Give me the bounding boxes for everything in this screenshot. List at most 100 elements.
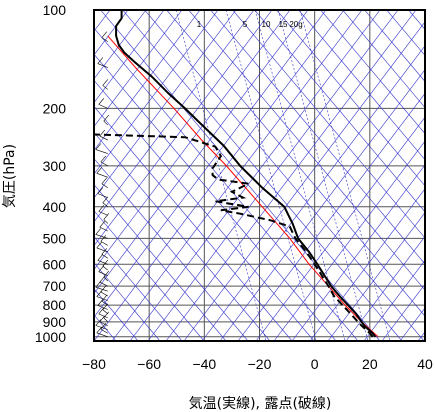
y-tick-label: 100 [43, 2, 67, 18]
mixing-ratio-line [299, 10, 391, 341]
wind-barb [98, 98, 108, 109]
wind-barb [99, 129, 108, 141]
y-tick-label: 400 [43, 199, 67, 215]
wind-barb-staff [99, 135, 108, 141]
wind-barb-flag [101, 177, 108, 184]
wind-barb-staff [99, 321, 108, 327]
isotherm-line [111, 10, 363, 341]
wind-barb-flag [101, 248, 108, 255]
wind-barb-staff [103, 219, 109, 224]
isotherm-line [94, 10, 237, 199]
wind-barb-staff [97, 63, 108, 68]
wind-barb-staff [97, 193, 108, 198]
isotherm-line [291, 164, 425, 341]
wind-barb-staff [102, 265, 108, 271]
mixing-ratio-line [175, 10, 267, 341]
dry-adiabat-line [320, 10, 425, 135]
wind-barb-flag [103, 270, 110, 278]
isotherm-line [94, 10, 327, 318]
wind-barb [100, 235, 108, 246]
isotherm-line [345, 235, 425, 341]
dry-adiabat-line [364, 10, 425, 82]
grid-lines [93, 9, 426, 341]
wind-barb-staff [102, 309, 108, 314]
dry-adiabat-line [144, 10, 425, 341]
isotherm-line [273, 140, 425, 341]
isotherm-line [94, 10, 255, 223]
dry-adiabat-line [254, 10, 425, 213]
wind-barb-flag [99, 315, 106, 322]
isotherm-line [94, 10, 183, 128]
wind-barb [101, 248, 108, 259]
dry-adiabat-line [94, 262, 161, 341]
mixing-ratio-line [225, 10, 317, 341]
dry-adiabat-line [94, 184, 227, 341]
dry-adiabat-line [94, 210, 205, 341]
wind-barb-staff [98, 313, 108, 319]
isotherm-line [94, 10, 309, 294]
wind-barb [103, 213, 110, 224]
wind-barb-flag [98, 265, 105, 272]
isotherm-line [94, 10, 219, 175]
wind-barb [95, 228, 108, 239]
dry-adiabat-line [94, 53, 337, 341]
dry-adiabat-line [386, 10, 425, 56]
wind-barb [99, 315, 108, 327]
temperature-curve [115, 10, 377, 338]
isotherm-line [94, 10, 273, 247]
dry-adiabat-line [380, 0, 435, 341]
wind-barb-flag [98, 307, 105, 315]
isotherm-line [219, 69, 425, 341]
wind-barb-flag [100, 235, 107, 242]
isotherm-line [309, 188, 425, 341]
wind-barb-staff [101, 183, 108, 189]
wind-barb-staff [102, 202, 108, 207]
wind-barb-staff [96, 247, 108, 253]
wind-barb [95, 319, 108, 330]
dry-adiabat-line [94, 132, 271, 341]
isopleth-lines [94, 0, 435, 341]
wind-barb-staff [103, 120, 109, 126]
isotherm-line [94, 10, 291, 271]
wind-barb [99, 220, 108, 232]
wind-barb-staff [98, 271, 108, 276]
wind-barb-staff [95, 234, 108, 239]
isotherm-line [147, 10, 399, 341]
x-tick-label: −60 [137, 356, 161, 372]
wind-barb [97, 0, 108, 11]
wind-barb-flag [102, 79, 109, 86]
mixing-ratio-label: 1 [197, 20, 202, 29]
x-tick-label: −20 [248, 356, 272, 372]
wind-barb [101, 294, 108, 306]
y-tick-label: 300 [43, 158, 67, 174]
wind-barb [102, 259, 109, 271]
wind-barb-staff [101, 37, 108, 42]
mixing-ratio-label: 5 [243, 20, 248, 29]
isotherm-line [399, 307, 425, 341]
wind-barb [96, 326, 108, 338]
dry-adiabat-line [166, 10, 425, 317]
y-tick-label: 900 [43, 314, 67, 330]
plot-frame [93, 9, 426, 342]
wind-barb [98, 265, 108, 276]
isotherm-line [129, 10, 381, 341]
wind-barb-staff [98, 104, 108, 109]
wind-barb [100, 285, 108, 297]
wind-barb-flag [99, 129, 106, 137]
wind-barb [100, 155, 108, 167]
y-tick-label: 600 [43, 256, 67, 272]
dry-adiabat-line [94, 288, 139, 341]
wind-barb-flag [103, 213, 110, 220]
x-axis-title: 気温(実線), 露点(破線) [189, 396, 332, 412]
wind-barb-flag [97, 0, 102, 6]
wind-barb-staff [99, 281, 108, 287]
wind-barb-flag [95, 319, 102, 326]
wind-barb [103, 311, 110, 323]
wind-barb-staff [95, 149, 108, 154]
x-tick-label: −80 [82, 356, 106, 372]
y-tick-label: 1000 [35, 329, 66, 345]
isotherm-line [94, 10, 201, 151]
y-axis-title: 気圧(hPa) [2, 144, 18, 208]
wind-barb-staff [96, 332, 108, 338]
